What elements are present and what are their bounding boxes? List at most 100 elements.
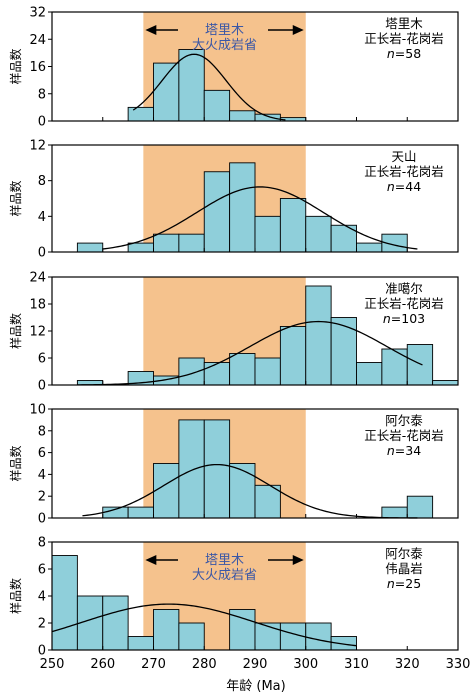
count-value: =34 bbox=[395, 443, 421, 458]
panel-rock-label: 正长岩-花岗岩 bbox=[364, 296, 444, 311]
normal-fit-curve bbox=[132, 53, 286, 121]
histogram-bar bbox=[153, 233, 180, 253]
histogram-bar bbox=[229, 609, 256, 651]
x-axis-label: 年龄 (Ma) bbox=[226, 679, 285, 694]
histogram-bar bbox=[381, 348, 408, 386]
x-tick-label: 330 bbox=[446, 657, 471, 672]
histogram-bar bbox=[51, 555, 78, 651]
histogram-bar bbox=[127, 106, 154, 122]
histogram-bar bbox=[203, 362, 231, 386]
histogram-bar bbox=[178, 357, 205, 386]
band-arrowhead-left bbox=[145, 25, 157, 35]
histogram-bar bbox=[254, 484, 281, 519]
histogram-bar bbox=[203, 171, 231, 253]
x-tick-label: 270 bbox=[141, 657, 166, 672]
normal-fit-curve bbox=[77, 320, 423, 386]
histogram-bar bbox=[178, 622, 205, 651]
histogram-bar bbox=[305, 285, 332, 386]
y-axis-label: 样品数 bbox=[8, 313, 23, 349]
y-tick-label: 12 bbox=[29, 325, 46, 340]
histogram-bar bbox=[356, 242, 383, 253]
y-tick-label: 8 bbox=[38, 87, 46, 102]
x-axis-ticks: 250 260 270 280 290 300 310 320 330 bbox=[40, 657, 471, 672]
y-tick-label: 0 bbox=[38, 512, 46, 527]
count-value: =44 bbox=[395, 179, 421, 194]
panel-region-label: 阿尔泰 bbox=[385, 413, 423, 428]
histogram-bar bbox=[76, 595, 104, 651]
y-axis-label: 样品数 bbox=[8, 445, 23, 481]
band-label-line2: 大火成岩省 bbox=[192, 38, 257, 53]
panels: 08162432样品数塔里木正长岩-花岗岩n=58塔里木大火成岩省04812样品… bbox=[8, 6, 459, 659]
y-tick-label: 2 bbox=[38, 617, 46, 632]
y-tick-label: 4 bbox=[38, 468, 46, 483]
histogram-bar bbox=[153, 463, 180, 519]
panel-region-label: 准噶尔 bbox=[385, 281, 423, 296]
histogram-bar bbox=[305, 622, 332, 651]
histogram-bar bbox=[229, 162, 256, 253]
y-axis-label: 样品数 bbox=[8, 578, 23, 614]
panel-count-label: n=103 bbox=[383, 311, 425, 326]
y-tick-label: 4 bbox=[38, 210, 46, 225]
count-symbol: n bbox=[383, 311, 391, 326]
panel-region-label: 阿尔泰 bbox=[385, 546, 423, 561]
y-tick-label: 6 bbox=[38, 446, 46, 461]
panel-rock-label: 正长岩-花岗岩 bbox=[364, 31, 444, 46]
x-tick-label: 260 bbox=[90, 657, 115, 672]
normal-fit-curve bbox=[102, 186, 418, 250]
y-tick-label: 16 bbox=[29, 60, 46, 75]
x-tick-label: 300 bbox=[293, 657, 318, 672]
count-symbol: n bbox=[387, 443, 395, 458]
band-label-line1: 塔里木 bbox=[205, 553, 244, 568]
histogram-bar bbox=[254, 215, 281, 253]
histogram-bar bbox=[330, 317, 357, 386]
histogram-bar bbox=[406, 495, 434, 519]
panel-count-label: n=25 bbox=[387, 576, 421, 591]
y-tick-label: 32 bbox=[29, 6, 46, 21]
band-arrowhead-right bbox=[292, 555, 304, 565]
histogram-bar bbox=[127, 506, 154, 519]
band-label-line2: 大火成岩省 bbox=[192, 568, 257, 583]
histogram-bar bbox=[229, 463, 256, 519]
histogram-bar bbox=[356, 362, 383, 386]
histogram-bar bbox=[203, 419, 231, 519]
x-tick-label: 320 bbox=[395, 657, 420, 672]
panel-rock-label: 正长岩-花岗岩 bbox=[364, 164, 444, 179]
count-value: =103 bbox=[391, 311, 425, 326]
histogram-bar bbox=[153, 609, 180, 651]
x-tick-label: 280 bbox=[192, 657, 217, 672]
panel-region-label: 天山 bbox=[391, 149, 416, 164]
y-axis-label: 样品数 bbox=[8, 180, 23, 216]
histogram-bar bbox=[127, 242, 154, 253]
histogram-bar bbox=[254, 622, 281, 651]
y-axis-label: 样品数 bbox=[8, 48, 23, 84]
band-label-line1: 塔里木 bbox=[205, 23, 244, 38]
normal-fit-curve bbox=[82, 463, 418, 519]
y-tick-label: 0 bbox=[38, 115, 46, 130]
histogram-bar bbox=[178, 49, 205, 122]
histogram-bar bbox=[102, 595, 129, 651]
y-tick-label: 6 bbox=[38, 563, 46, 578]
y-tick-label: 0 bbox=[38, 644, 46, 659]
y-tick-label: 0 bbox=[38, 379, 46, 394]
histogram-bar bbox=[381, 506, 408, 519]
histogram-bar bbox=[279, 326, 307, 386]
count-symbol: n bbox=[387, 179, 395, 194]
panel-region-label: 塔里木 bbox=[385, 16, 423, 31]
panel-count-label: n=58 bbox=[387, 46, 421, 61]
panel-rock-label: 正长岩-花岗岩 bbox=[364, 428, 444, 443]
y-tick-label: 0 bbox=[38, 246, 46, 261]
histogram-bar bbox=[279, 198, 307, 253]
y-tick-label: 24 bbox=[29, 271, 46, 286]
histogram-bar bbox=[178, 419, 205, 519]
panel-count-label: n=34 bbox=[387, 443, 421, 458]
count-symbol: n bbox=[387, 46, 395, 61]
y-tick-label: 2 bbox=[38, 490, 46, 505]
y-tick-label: 8 bbox=[38, 424, 46, 439]
x-tick-label: 290 bbox=[243, 657, 268, 672]
histogram-bar bbox=[254, 357, 281, 386]
y-tick-label: 8 bbox=[38, 536, 46, 551]
